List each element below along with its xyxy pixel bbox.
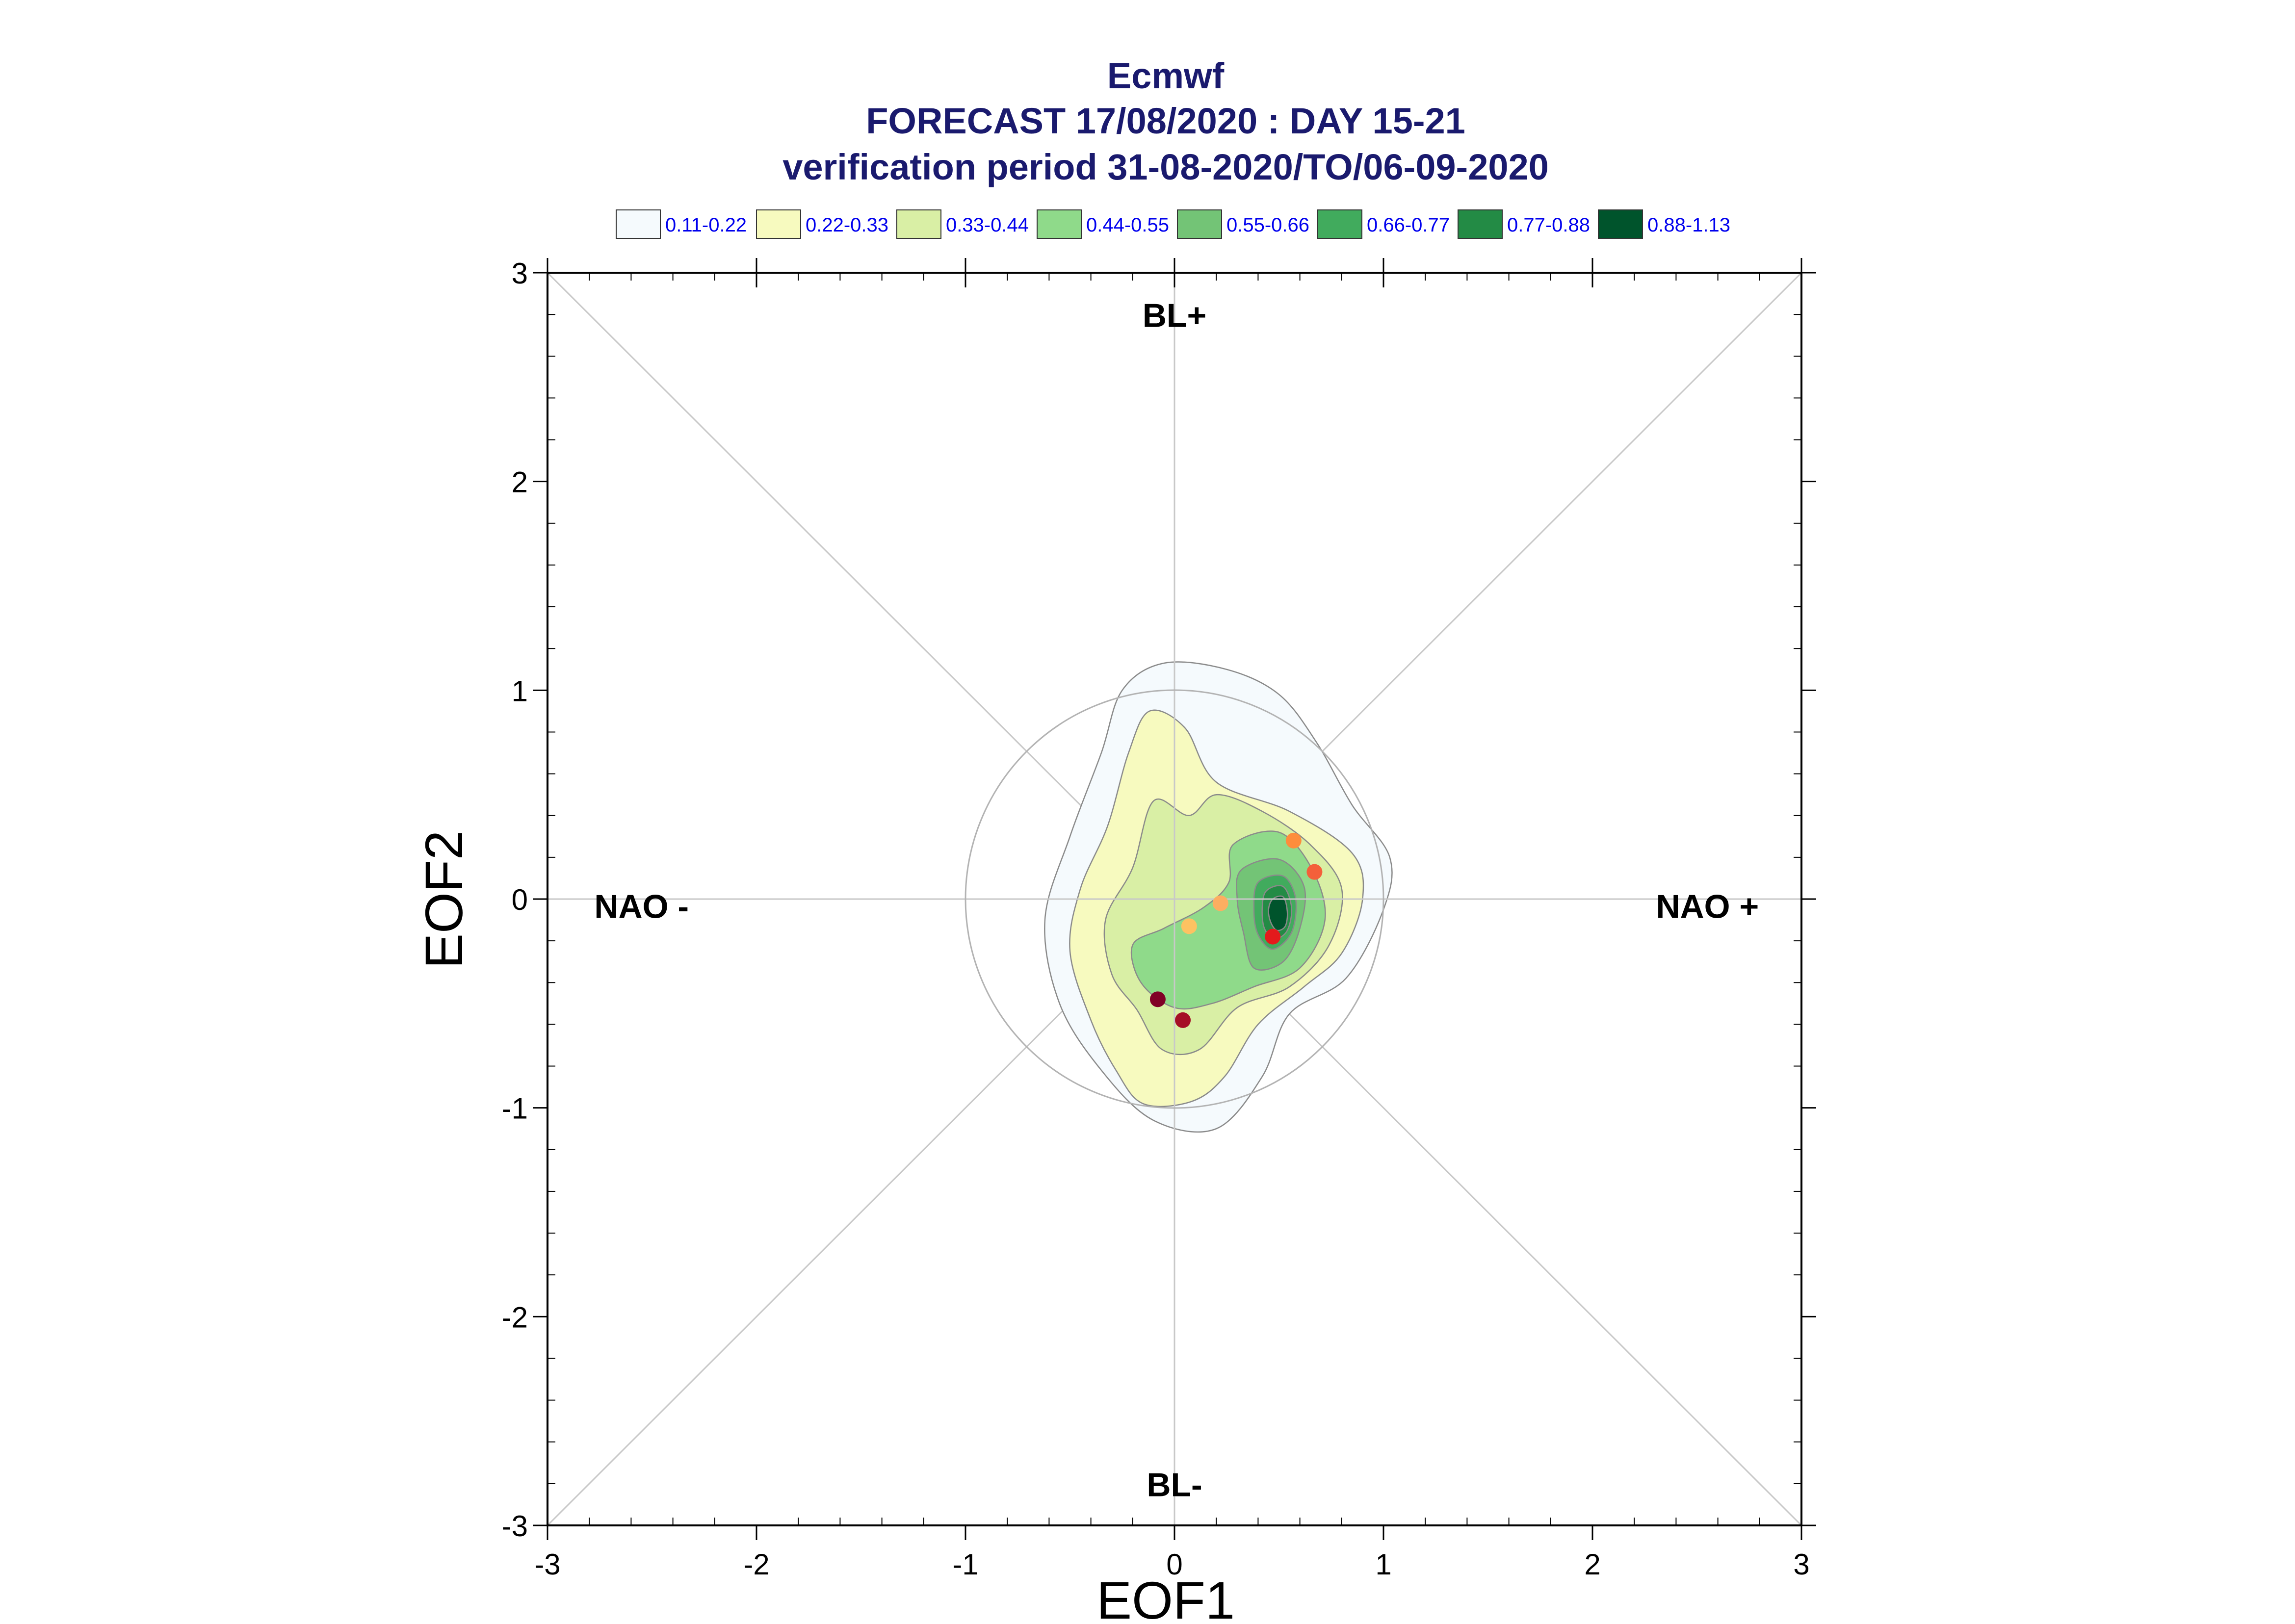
y-tick-label: 0 — [512, 883, 528, 916]
reference-circle — [965, 689, 1384, 1109]
density-legend: 0.11-0.22 0.22-0.33 0.33-0.44 0.44-0.55 0.55… — [616, 209, 1730, 239]
forecast-point — [1285, 832, 1302, 849]
legend-label: 0.44-0.55 — [1086, 214, 1169, 236]
y-tick-label: 3 — [512, 257, 528, 290]
y-tick-label: -2 — [502, 1301, 528, 1334]
forecast-point — [1175, 1012, 1191, 1028]
forecast-point — [1181, 918, 1197, 934]
axis-ticks: -3 -2 -1 0 1 2 3 -3 -2 -1 0 1 2 3 — [502, 257, 1816, 1581]
x-tick-label: 3 — [1793, 1548, 1809, 1581]
legend-swatch — [1317, 209, 1362, 239]
legend-label: 0.66-0.77 — [1367, 214, 1450, 236]
x-tick-label: 0 — [1166, 1548, 1182, 1581]
zero-axes — [548, 273, 1801, 1525]
x-axis-title: EOF1 — [1096, 1571, 1235, 1624]
legend-label: 0.11-0.22 — [665, 214, 747, 236]
x-tick-label: -3 — [534, 1548, 560, 1581]
legend-swatch — [756, 209, 801, 239]
title-line-3: verification period 31-08-2020/TO/06-09-… — [782, 147, 1549, 187]
x-tick-label: -2 — [743, 1548, 769, 1581]
legend-swatch — [1598, 209, 1643, 239]
y-tick-label: -1 — [502, 1092, 528, 1125]
x-tick-label: -1 — [952, 1548, 978, 1581]
regime-label: NAO - — [594, 888, 689, 925]
y-axis-title: EOF2 — [414, 830, 473, 969]
legend-label: 0.33-0.44 — [946, 214, 1029, 236]
forecast-point — [1212, 895, 1228, 911]
forecast-point — [1265, 928, 1281, 945]
title-line-1: Ecmwf — [1107, 55, 1225, 96]
legend-swatch — [616, 209, 661, 239]
legend-swatch — [1177, 209, 1222, 239]
legend-label: 0.22-0.33 — [806, 214, 888, 236]
y-tick-label: 2 — [512, 466, 528, 499]
forecast-point — [1149, 991, 1166, 1007]
legend-label: 0.77-0.88 — [1507, 214, 1590, 236]
y-tick-label: 1 — [512, 674, 528, 707]
legend-label: 0.88-1.13 — [1647, 214, 1730, 236]
y-tick-label: -3 — [502, 1510, 528, 1543]
chart-title: Ecmwf FORECAST 17/08/2020 : DAY 15-21 ve… — [782, 55, 1549, 187]
x-tick-label: 2 — [1584, 1548, 1600, 1581]
title-line-2: FORECAST 17/08/2020 : DAY 15-21 — [866, 101, 1465, 141]
regime-labels: BL+ BL- NAO - NAO + — [594, 297, 1759, 1504]
legend-label: 0.55-0.66 — [1226, 214, 1309, 236]
legend-swatch — [896, 209, 941, 239]
regime-label: NAO + — [1656, 888, 1759, 925]
legend-swatch — [1037, 209, 1082, 239]
regime-label: BL- — [1147, 1466, 1202, 1503]
x-tick-label: 1 — [1375, 1548, 1391, 1581]
density-contour — [1268, 895, 1288, 931]
forecast-point — [1306, 864, 1323, 880]
legend-swatch — [1458, 209, 1503, 239]
plot-area: -3 -2 -1 0 1 2 3 -3 -2 -1 0 1 2 3 BL+ BL- NAO - NAO + — [502, 257, 1816, 1581]
regime-label: BL+ — [1143, 297, 1206, 335]
forecast-points — [1149, 832, 1323, 1028]
